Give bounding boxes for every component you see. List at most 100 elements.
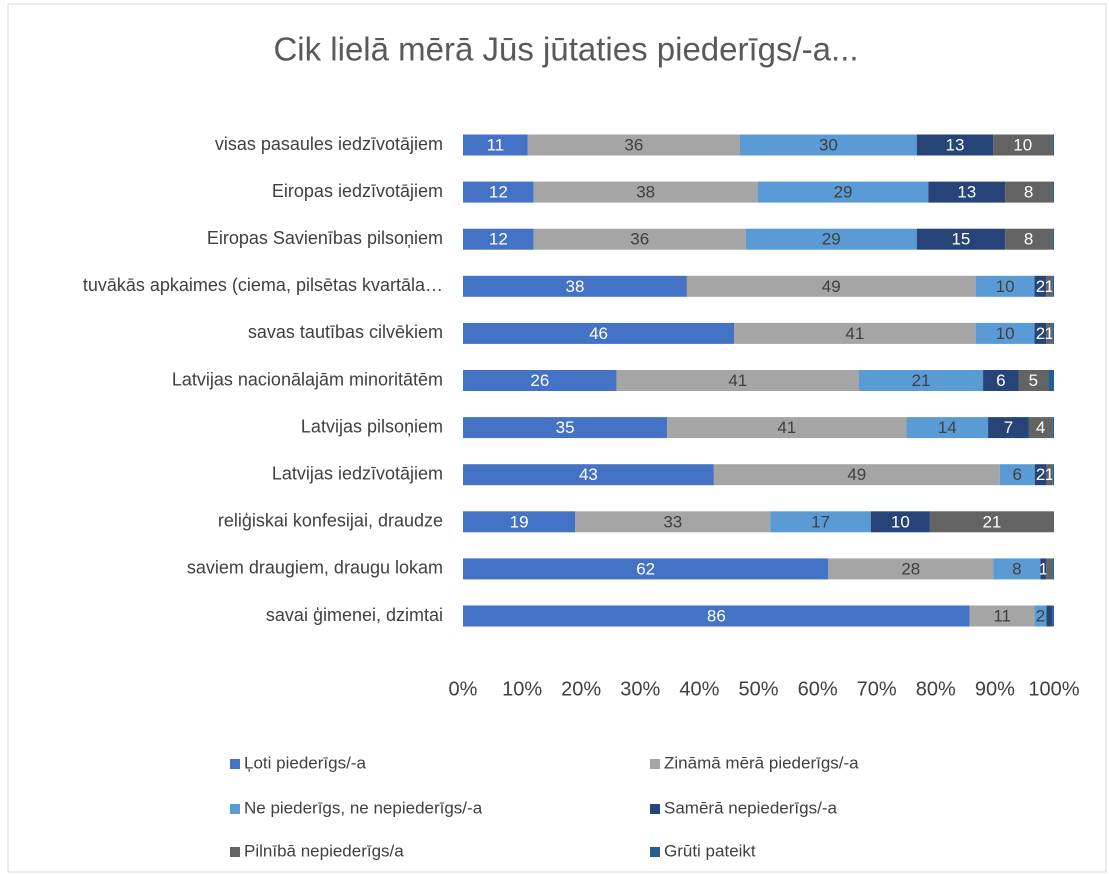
- data-label: 15: [951, 230, 970, 249]
- bar-segment: [1034, 275, 1047, 297]
- data-label: 1: [1045, 277, 1054, 296]
- y-tick-label: Latvijas iedzīvotājiem: [272, 463, 443, 483]
- data-label: 36: [630, 230, 649, 249]
- y-tick-label: tuvākās apkaimes (ciema, pilsētas kvartā…: [83, 275, 443, 295]
- bar-segment: [999, 464, 1035, 486]
- data-label: 49: [822, 277, 841, 296]
- bar-segment: [739, 134, 917, 156]
- data-label: 41: [777, 418, 796, 437]
- data-label: 19: [510, 512, 529, 531]
- bar-segment: [1052, 605, 1054, 627]
- legend-label: Pilnībā nepiederīgs/a: [244, 841, 404, 860]
- bar-segment: [906, 417, 989, 439]
- bar-segment: [1046, 322, 1053, 344]
- bar-segment: [988, 417, 1029, 439]
- data-label: 13: [946, 135, 965, 154]
- data-label: 38: [636, 183, 655, 202]
- x-tick-label: 50%: [738, 678, 778, 700]
- legend-swatch: [230, 804, 240, 814]
- x-tick-label: 40%: [679, 678, 719, 700]
- data-label: 62: [636, 559, 655, 578]
- data-label: 43: [579, 465, 598, 484]
- bar-segment: [916, 134, 994, 156]
- bar-segment: [975, 322, 1035, 344]
- data-label: 2: [1036, 324, 1045, 343]
- x-tick-label: 100%: [1028, 678, 1079, 700]
- data-label: 13: [957, 183, 976, 202]
- legend-swatch: [230, 759, 240, 769]
- bar-segment: [463, 134, 528, 156]
- y-tick-label: saviem draugiem, draugu lokam: [187, 558, 443, 578]
- bar-segment: [828, 558, 994, 580]
- y-tick-label: reliģiskai konfesijai, draudze: [218, 511, 443, 531]
- bar-segment: [463, 275, 687, 297]
- data-label: 1: [1039, 559, 1048, 578]
- bar-segment: [993, 558, 1041, 580]
- legend-label: Samērā nepiederīgs/-a: [664, 798, 837, 817]
- bar-segment: [1028, 417, 1053, 439]
- data-label: 8: [1024, 183, 1033, 202]
- y-tick-label: visas pasaules iedzīvotājiem: [215, 134, 443, 154]
- data-label: 10: [996, 324, 1015, 343]
- data-label: 17: [811, 512, 830, 531]
- data-label: 6: [996, 371, 1005, 390]
- y-tick-label: savai ģimenei, dzimtai: [266, 605, 443, 625]
- bar-segment: [1052, 558, 1054, 580]
- data-label: 8: [1012, 559, 1021, 578]
- bar-segment: [1046, 464, 1053, 486]
- x-tick-label: 60%: [798, 678, 838, 700]
- data-label: 10: [996, 277, 1015, 296]
- data-label: 2: [1036, 606, 1045, 625]
- x-tick-label: 80%: [916, 678, 956, 700]
- data-label: 12: [489, 183, 508, 202]
- bar-segment: [463, 322, 735, 344]
- bar-segment: [734, 322, 976, 344]
- data-label: 5: [1029, 371, 1038, 390]
- bar-segment: [527, 134, 740, 156]
- bar-segment: [463, 464, 714, 486]
- bar-segment: [1034, 322, 1047, 344]
- bar-segment: [1046, 275, 1053, 297]
- data-label: 33: [663, 512, 682, 531]
- bar-segment: [858, 370, 984, 391]
- chart-border: [7, 3, 1107, 873]
- bar-segment: [1052, 181, 1054, 203]
- x-tick-label: 10%: [502, 678, 542, 700]
- data-label: 86: [707, 606, 726, 625]
- y-tick-label: Eiropas Savienības pilsoņiem: [207, 228, 443, 248]
- bar-segment: [929, 511, 1054, 533]
- bar-segment: [463, 605, 970, 627]
- legend-swatch: [230, 847, 240, 857]
- data-label: 36: [624, 135, 643, 154]
- data-label: 7: [1004, 418, 1013, 437]
- bar-segment: [1005, 181, 1053, 203]
- legend-swatch: [650, 759, 660, 769]
- bar-segment: [463, 228, 534, 250]
- data-label: 35: [556, 418, 575, 437]
- data-label: 1: [1045, 465, 1054, 484]
- bar-segment: [1052, 134, 1054, 156]
- bar-segment: [463, 370, 617, 391]
- bar-segment: [983, 370, 1019, 391]
- data-label: 41: [728, 371, 747, 390]
- y-tick-label: Latvijas pilsoņiem: [301, 416, 443, 436]
- legend-label: Ne piederīgs, ne nepiederīgs/-a: [244, 798, 483, 817]
- y-tick-label: savas tautības cilvēkiem: [248, 322, 443, 342]
- bar-segment: [686, 275, 976, 297]
- bar-segment: [533, 181, 758, 203]
- data-label: 14: [938, 418, 957, 437]
- chart-title: Cik lielā mērā Jūs jūtaties piederīgs/-a…: [273, 31, 858, 68]
- x-tick-label: 20%: [561, 678, 601, 700]
- data-label: 11: [487, 135, 505, 154]
- data-label: 11: [993, 606, 1011, 625]
- data-label: 2: [1036, 465, 1045, 484]
- data-label: 12: [489, 230, 508, 249]
- bar-segment: [1052, 464, 1054, 486]
- data-label: 21: [982, 512, 1001, 531]
- data-label: 21: [912, 371, 931, 390]
- legend-label: Ļoti piederīgs/-a: [244, 753, 366, 772]
- x-tick-label: 70%: [857, 678, 897, 700]
- data-label: 10: [1013, 135, 1032, 154]
- bar-segment: [463, 511, 576, 533]
